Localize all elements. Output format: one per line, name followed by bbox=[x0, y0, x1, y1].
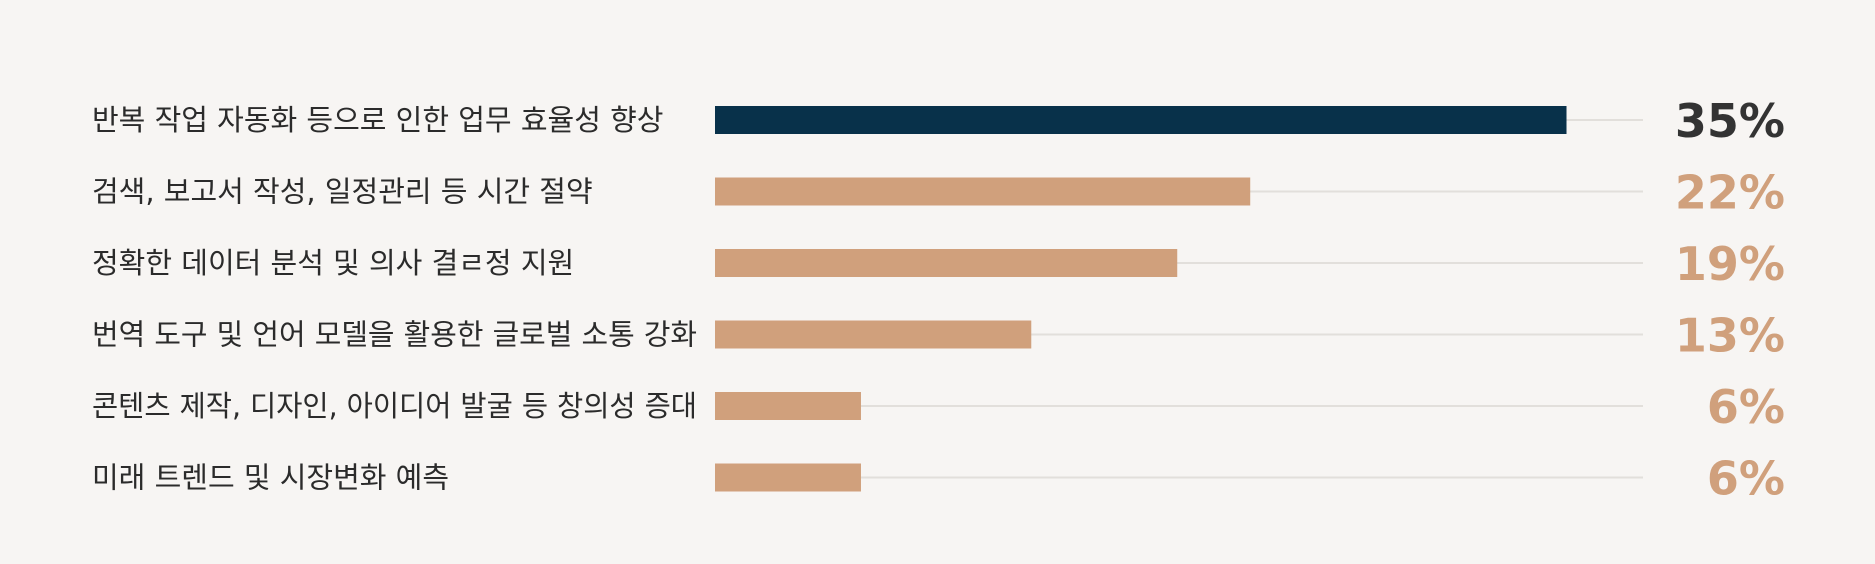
category-label: 콘텐츠 제작, 디자인, 아이디어 발굴 등 창의성 증대 bbox=[92, 389, 697, 423]
bar bbox=[715, 177, 1251, 206]
category-label: 미래 트렌드 및 시장변화 예측 bbox=[92, 461, 449, 495]
category-label: 번역 도구 및 언어 모델을 활용한 글로벌 소통 강화 bbox=[92, 318, 697, 352]
chart-rows: 반복 작업 자동화 등으로 인한 업무 효율성 향상 35% 검색, 보고서 작성,… bbox=[92, 94, 1785, 506]
value-label: 13% bbox=[1675, 309, 1785, 363]
bar bbox=[715, 106, 1567, 134]
bar bbox=[715, 320, 1032, 349]
category-label: 검색, 보고서 작성, 일정관리 등 시간 절약 bbox=[92, 175, 593, 209]
category-label: 반복 작업 자동화 등으로 인한 업무 효율성 향상 bbox=[92, 103, 663, 137]
value-label: 19% bbox=[1675, 237, 1785, 291]
bar bbox=[715, 392, 861, 420]
value-label: 6% bbox=[1707, 452, 1785, 506]
bar bbox=[715, 463, 861, 492]
bar bbox=[715, 249, 1178, 277]
value-label: 6% bbox=[1707, 380, 1785, 434]
value-label: 22% bbox=[1675, 166, 1785, 220]
category-label: 정확한 데이터 분석 및 의사 결ㄹ정 지원 bbox=[92, 246, 574, 280]
value-label: 35% bbox=[1675, 94, 1785, 148]
